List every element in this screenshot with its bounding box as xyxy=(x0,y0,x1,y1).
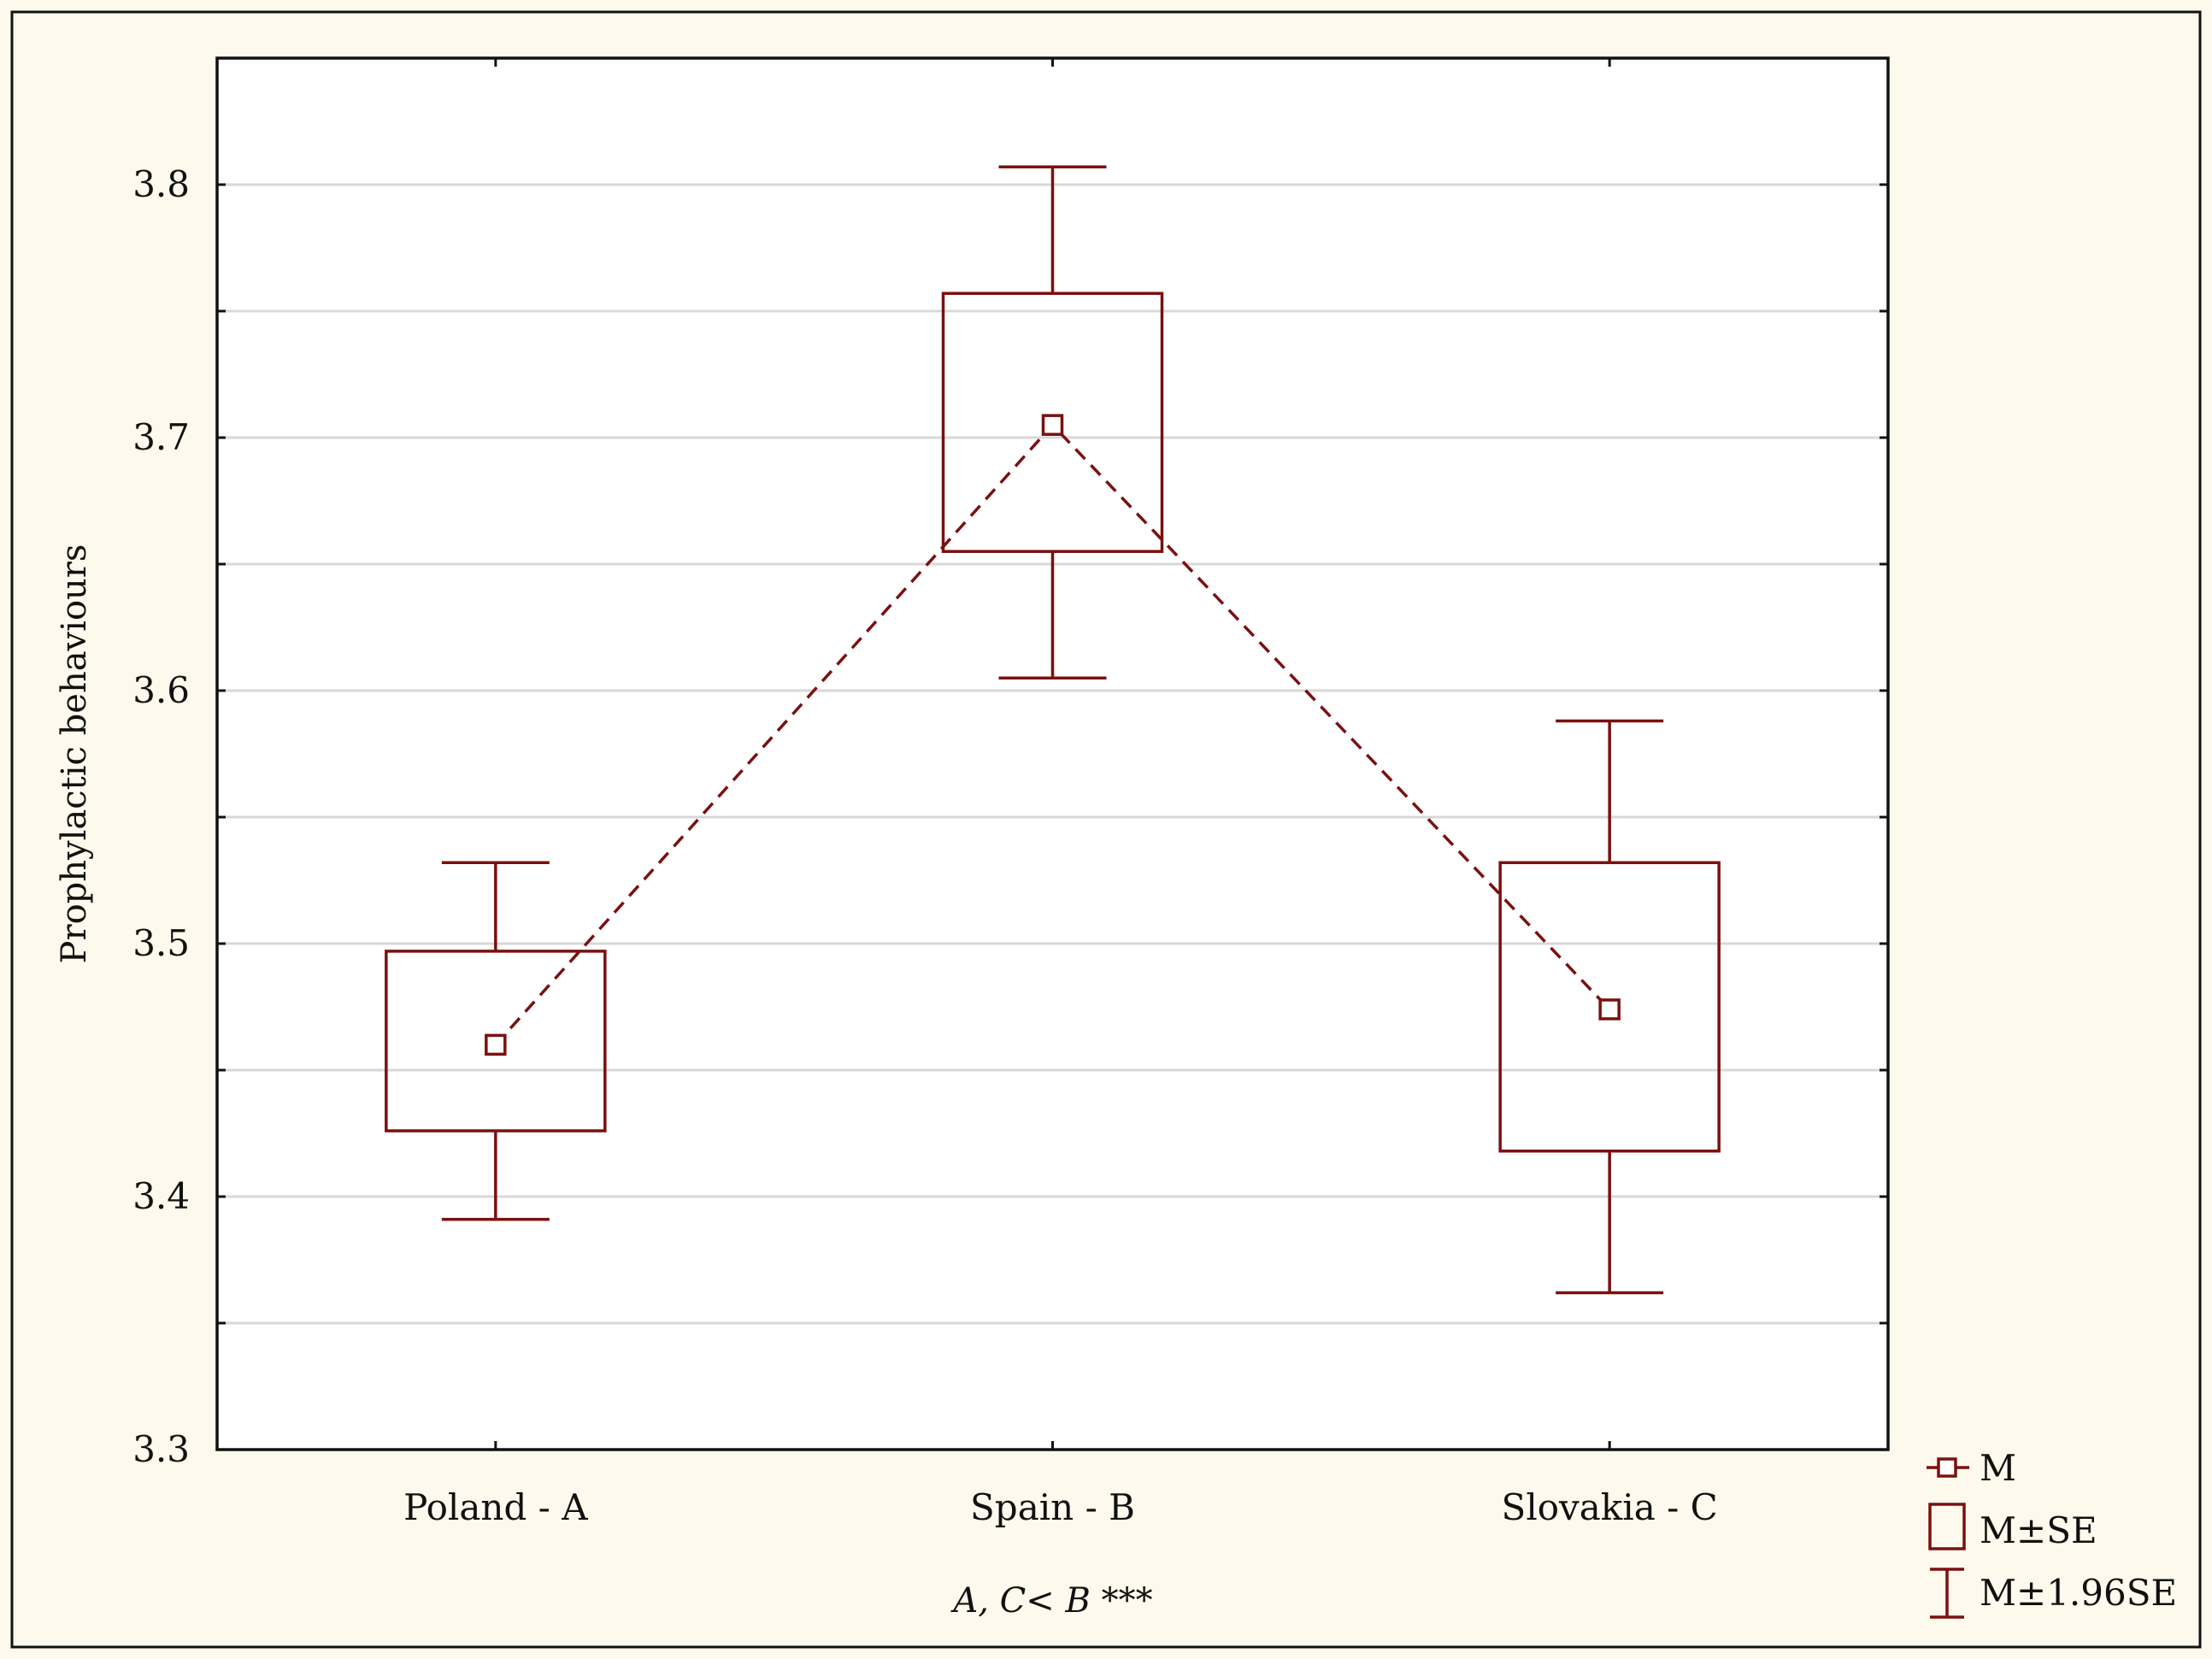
y-tick-label: 3.5 xyxy=(132,922,190,964)
mean-marker xyxy=(1041,414,1064,436)
y-axis-title: Prophylactic behaviours xyxy=(55,544,94,964)
plot-frame xyxy=(215,56,1890,1451)
legend-label: M xyxy=(1980,1447,2016,1489)
y-tick-label: 3.8 xyxy=(132,163,190,205)
y-tick-label: 3.7 xyxy=(132,416,190,458)
se-boxes xyxy=(385,291,1721,1153)
se-box xyxy=(385,950,607,1132)
x-tick-label: Poland - A xyxy=(403,1486,588,1528)
legend-se-box xyxy=(1928,1503,1966,1550)
y-tick-label: 3.4 xyxy=(132,1175,190,1217)
y-tick-label: 3.6 xyxy=(132,669,190,711)
x-tick-label: Slovakia - C xyxy=(1502,1486,1718,1528)
x-tick-labels: Poland - A Spain - B Slovakia - C xyxy=(403,1486,1718,1528)
legend-label: M±SE xyxy=(1980,1509,2097,1551)
ci-whiskers xyxy=(441,165,1664,1295)
legend: M M±SE M±1.96SE xyxy=(1927,1447,2177,1619)
legend-label: M±1.96SE xyxy=(1980,1572,2177,1614)
y-tick-labels: 3.3 3.4 3.5 3.6 3.7 3.8 xyxy=(132,163,190,1470)
mean-markers xyxy=(485,414,1621,1056)
significance-note: A, C< B *** xyxy=(950,1581,1152,1621)
mean-marker xyxy=(485,1033,507,1056)
mean-marker xyxy=(1598,998,1621,1021)
x-tick-label: Spain - B xyxy=(970,1486,1135,1528)
legend-mean-marker xyxy=(1937,1457,1957,1478)
se-box xyxy=(1498,861,1721,1153)
y-tick-label: 3.3 xyxy=(132,1428,190,1470)
se-box xyxy=(941,291,1164,553)
